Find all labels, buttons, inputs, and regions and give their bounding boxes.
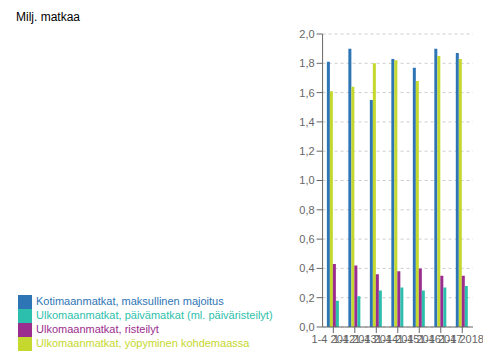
svg-text:1,6: 1,6	[299, 87, 314, 99]
svg-text:0,0: 0,0	[299, 321, 314, 333]
html-text:Ulkomaanmatkat, risteilyt: Ulkomaanmatkat, risteilyt	[36, 322, 159, 335]
svg-text:0,4: 0,4	[299, 262, 314, 274]
svg-text:1,2: 1,2	[299, 145, 314, 157]
html-text:Milj. matkaa: Milj. matkaa	[16, 10, 80, 24]
svg-text:0,2: 0,2	[299, 292, 314, 304]
svg-text:0,8: 0,8	[299, 204, 314, 216]
svg-text:1,4: 1,4	[299, 116, 314, 128]
svg-text:2,0: 2,0	[299, 28, 314, 40]
svg-text:1,8: 1,8	[299, 57, 314, 69]
html-text:Ulkomaanmatkat, päivämatkat (m: Ulkomaanmatkat, päivämatkat (ml. päiväri…	[36, 308, 273, 321]
svg-text:0,6: 0,6	[299, 233, 314, 245]
html-text:Ulkomaanmatkat, yöpyminen kohd: Ulkomaanmatkat, yöpyminen kohdemaassa	[36, 336, 250, 349]
html-text:Kotimaanmatkat, maksullinen ma: Kotimaanmatkat, maksullinen majoitus	[36, 294, 224, 307]
svg-text:1,0: 1,0	[299, 174, 314, 186]
svg-text:1-4 2018: 1-4 2018	[441, 333, 483, 345]
